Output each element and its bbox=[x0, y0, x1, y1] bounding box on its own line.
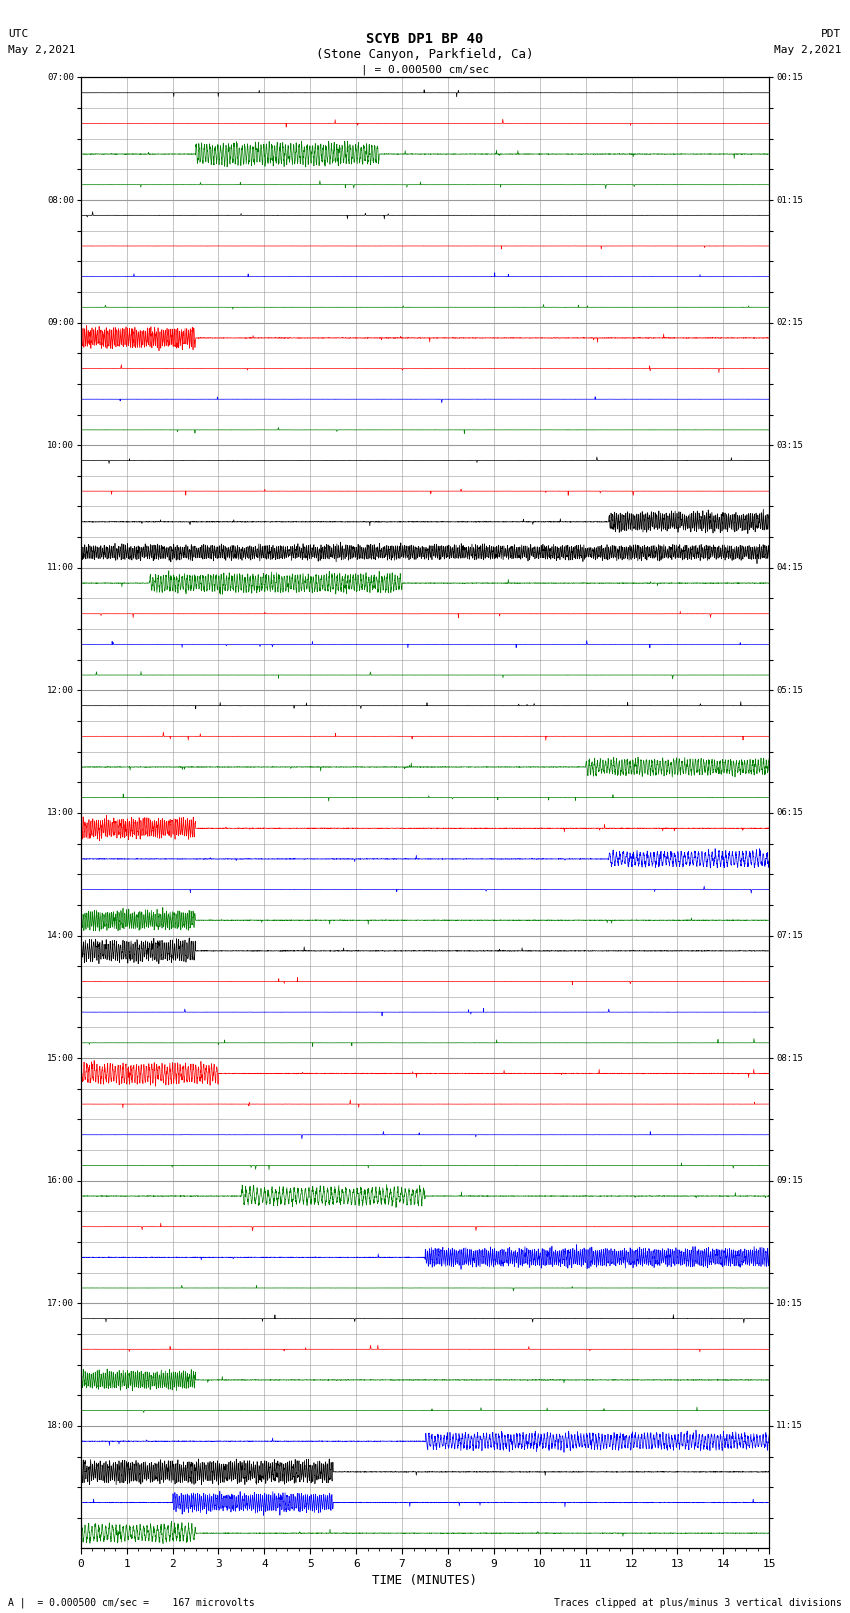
Text: UTC: UTC bbox=[8, 29, 29, 39]
Text: PDT: PDT bbox=[821, 29, 842, 39]
X-axis label: TIME (MINUTES): TIME (MINUTES) bbox=[372, 1574, 478, 1587]
Text: A |  = 0.000500 cm/sec =    167 microvolts: A | = 0.000500 cm/sec = 167 microvolts bbox=[8, 1597, 255, 1608]
Text: May 2,2021: May 2,2021 bbox=[774, 45, 842, 55]
Text: Traces clipped at plus/minus 3 vertical divisions: Traces clipped at plus/minus 3 vertical … bbox=[553, 1598, 842, 1608]
Text: May 2,2021: May 2,2021 bbox=[8, 45, 76, 55]
Text: (Stone Canyon, Parkfield, Ca): (Stone Canyon, Parkfield, Ca) bbox=[316, 48, 534, 61]
Text: SCYB DP1 BP 40: SCYB DP1 BP 40 bbox=[366, 32, 484, 47]
Text: | = 0.000500 cm/sec: | = 0.000500 cm/sec bbox=[361, 65, 489, 76]
